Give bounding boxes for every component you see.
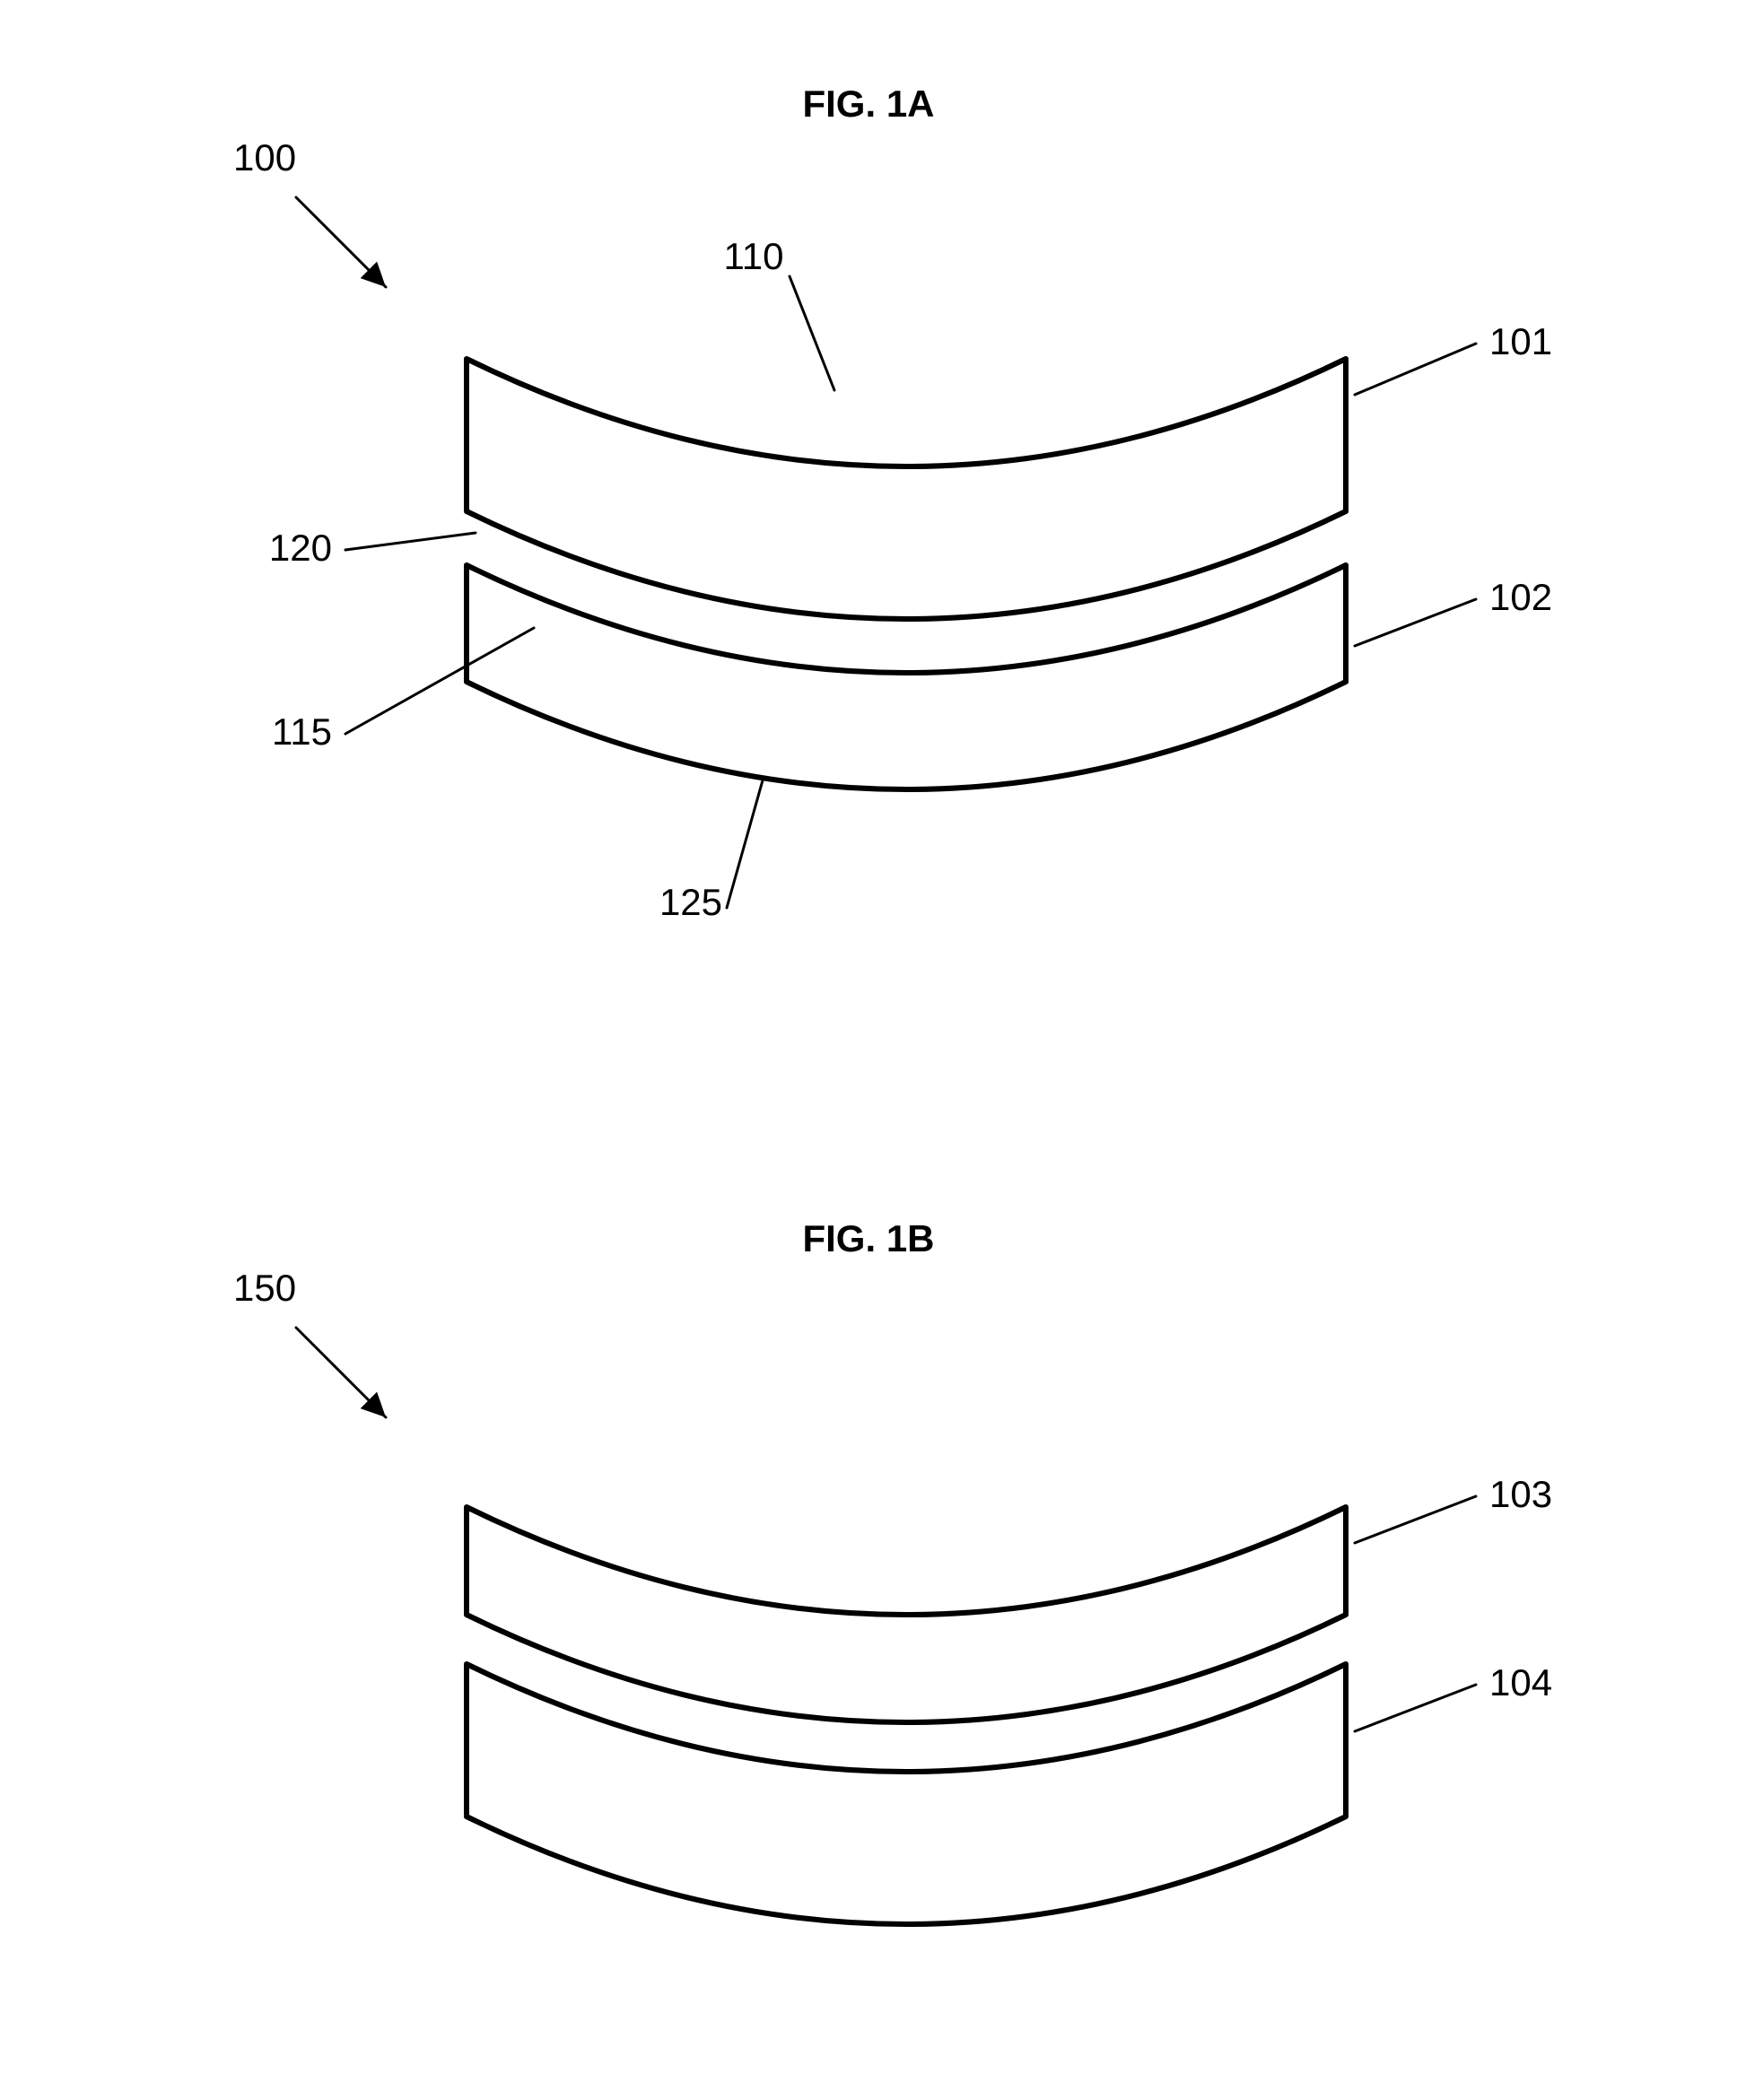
- fig-1a-leader-110: [790, 276, 834, 390]
- fig-1a-leader-101: [1355, 344, 1476, 395]
- fig-1a-label-120: 120: [269, 527, 332, 569]
- fig-1a-ref-arrow-label: 100: [233, 136, 296, 179]
- fig-1a-leader-125: [727, 780, 763, 908]
- fig-1a-label-101: 101: [1489, 320, 1552, 362]
- fig-1a-title: FIG. 1A: [802, 83, 934, 125]
- fig-1b-layer-bottom: [467, 1664, 1346, 1924]
- fig-1a-leader-115: [345, 628, 534, 734]
- fig-1a-label-115: 115: [272, 710, 332, 753]
- fig-1b-title: FIG. 1B: [802, 1217, 934, 1259]
- fig-1a-label-125: 125: [659, 881, 722, 923]
- fig-1b-label-104: 104: [1489, 1661, 1552, 1704]
- fig-1a-layer-bottom: [467, 565, 1346, 789]
- fig-1a-leader-102: [1355, 599, 1476, 646]
- fig-1b-label-103: 103: [1489, 1473, 1552, 1515]
- fig-1b-leader-104: [1355, 1685, 1476, 1731]
- fig-1a-layer-top: [467, 359, 1346, 619]
- fig-1a-leader-120: [345, 533, 476, 550]
- fig-1b-leader-103: [1355, 1496, 1476, 1543]
- fig-1b-ref-arrow-label: 150: [233, 1267, 296, 1309]
- fig-1a-label-102: 102: [1489, 576, 1552, 618]
- fig-1a-label-110: 110: [724, 235, 784, 277]
- fig-1b-layer-top: [467, 1507, 1346, 1722]
